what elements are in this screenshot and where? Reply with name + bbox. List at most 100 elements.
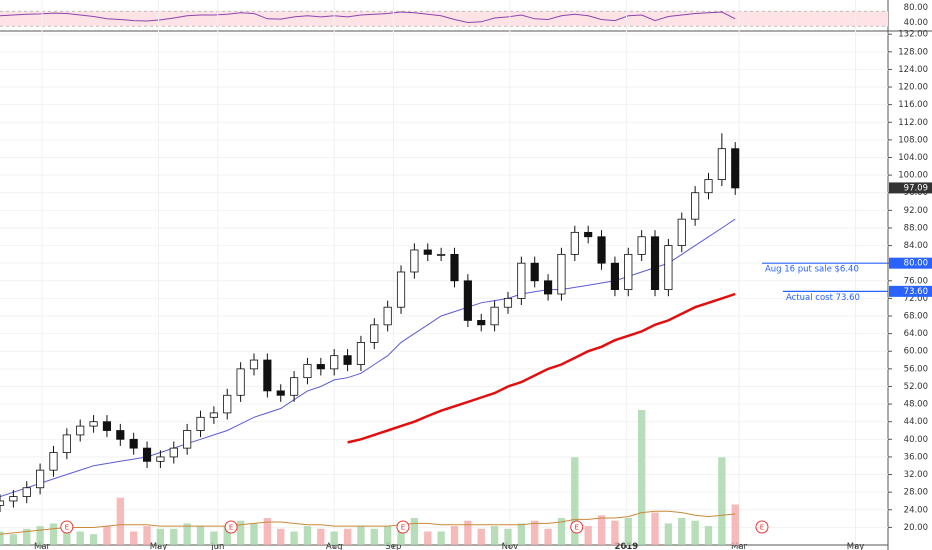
volume-bar [704,526,713,545]
volume-bar [89,534,98,545]
earnings-marker [396,520,410,534]
candle-body [544,280,553,295]
volume-bar [584,526,592,545]
candle-body [183,430,192,449]
candle-body [383,306,392,326]
volume-bar [143,526,151,545]
candle-body [503,298,513,308]
rsi-tick-label: 80.00 [904,3,928,13]
annotation-axis-label: 73.60 [904,287,928,297]
y-tick-label: 28.00 [904,488,928,498]
volume-bar [544,528,552,545]
candle-body [316,364,325,370]
volume-bar [611,520,619,545]
y-tick-label: 120.00 [898,83,928,93]
volume-bar [116,497,124,545]
volume-bar [76,531,84,545]
moving-average [347,292,736,444]
y-tick-label: 112.00 [898,118,928,128]
volume-bar [651,512,659,545]
candle-body [89,421,98,427]
candle-body [490,306,499,326]
earnings-label: E [401,524,405,532]
y-tick-label: 72.00 [904,294,928,304]
last-price-label: 97.09 [904,183,928,193]
y-tick-label: 32.00 [904,470,928,480]
candle-body [116,430,125,440]
volume-bar [370,528,378,545]
x-tick-label: Aug [326,542,343,550]
candle-body [584,231,593,238]
candle-body [223,394,232,414]
volume-bar [437,531,445,545]
volume-bar [196,526,205,545]
y-tick-label: 128.00 [898,47,928,57]
candle-body [477,320,486,326]
candle-body [570,231,579,255]
candle-body [9,496,18,502]
rsi-line [0,11,736,24]
annotation-axis-box [889,257,932,269]
rsi-tick-label: 40.00 [904,18,928,28]
volume-bar [250,523,258,545]
candle-body [370,324,379,343]
y-tick-label: 68.00 [904,312,928,322]
x-tick-label: Jun [210,542,224,550]
volume-bar [664,523,673,545]
volume-bar [718,457,726,545]
volume-bar [624,518,632,545]
candle-body [330,355,339,370]
x-tick-label: Mar [34,542,51,550]
y-tick-label: 64.00 [904,329,928,339]
candle-body [610,262,619,291]
candle-body [343,355,352,365]
y-tick-label: 116.00 [898,100,928,110]
candle-body [76,425,85,436]
volume-bar [236,520,245,545]
y-tick-label: 132.00 [898,30,928,40]
earnings-label: E [760,524,764,532]
candle-body [437,253,446,256]
candle-body [624,253,633,291]
y-tick-label: 76.00 [904,276,928,286]
candle-body [597,236,606,264]
y-tick-label: 60.00 [904,347,928,357]
annotation-text: Aug 16 put sale $6.40 [765,265,859,275]
volume-bar [597,515,606,545]
candle-body [650,236,660,291]
volume-bar [410,518,419,545]
candle-body [677,218,686,246]
earnings-label: E [229,524,233,532]
volume-bar [490,526,499,545]
candle-body [637,236,646,255]
y-tick-label: 92.00 [904,206,928,216]
volume-bar [170,528,178,545]
candle-body [169,447,178,458]
candle-body [249,359,259,370]
y-tick-label: 44.00 [904,417,928,427]
y-tick-label: 24.00 [904,505,928,515]
candle-body [704,179,713,194]
y-tick-label: 88.00 [904,223,928,233]
volume-bar [223,526,231,545]
candle-body [196,416,205,431]
y-tick-label: 52.00 [904,382,928,392]
volume-bar [156,528,165,545]
candle-body [356,342,366,365]
volume-bar [678,518,686,545]
volume-bar [383,526,392,545]
candle-body [557,253,566,295]
candle-body [36,469,45,489]
volume-bar [357,526,365,545]
y-tick-label: 104.00 [898,153,928,163]
rsi-band [0,11,888,27]
y-tick-label: 36.00 [904,452,928,462]
volume-bar [263,518,272,545]
candle-body [156,456,165,462]
candle-body [129,438,138,449]
x-tick-label: Nov [502,542,519,550]
x-tick-label: Sep [385,542,401,550]
candle-body [142,447,152,462]
x-tick-label: May [150,542,168,550]
volume-bar [210,531,218,545]
